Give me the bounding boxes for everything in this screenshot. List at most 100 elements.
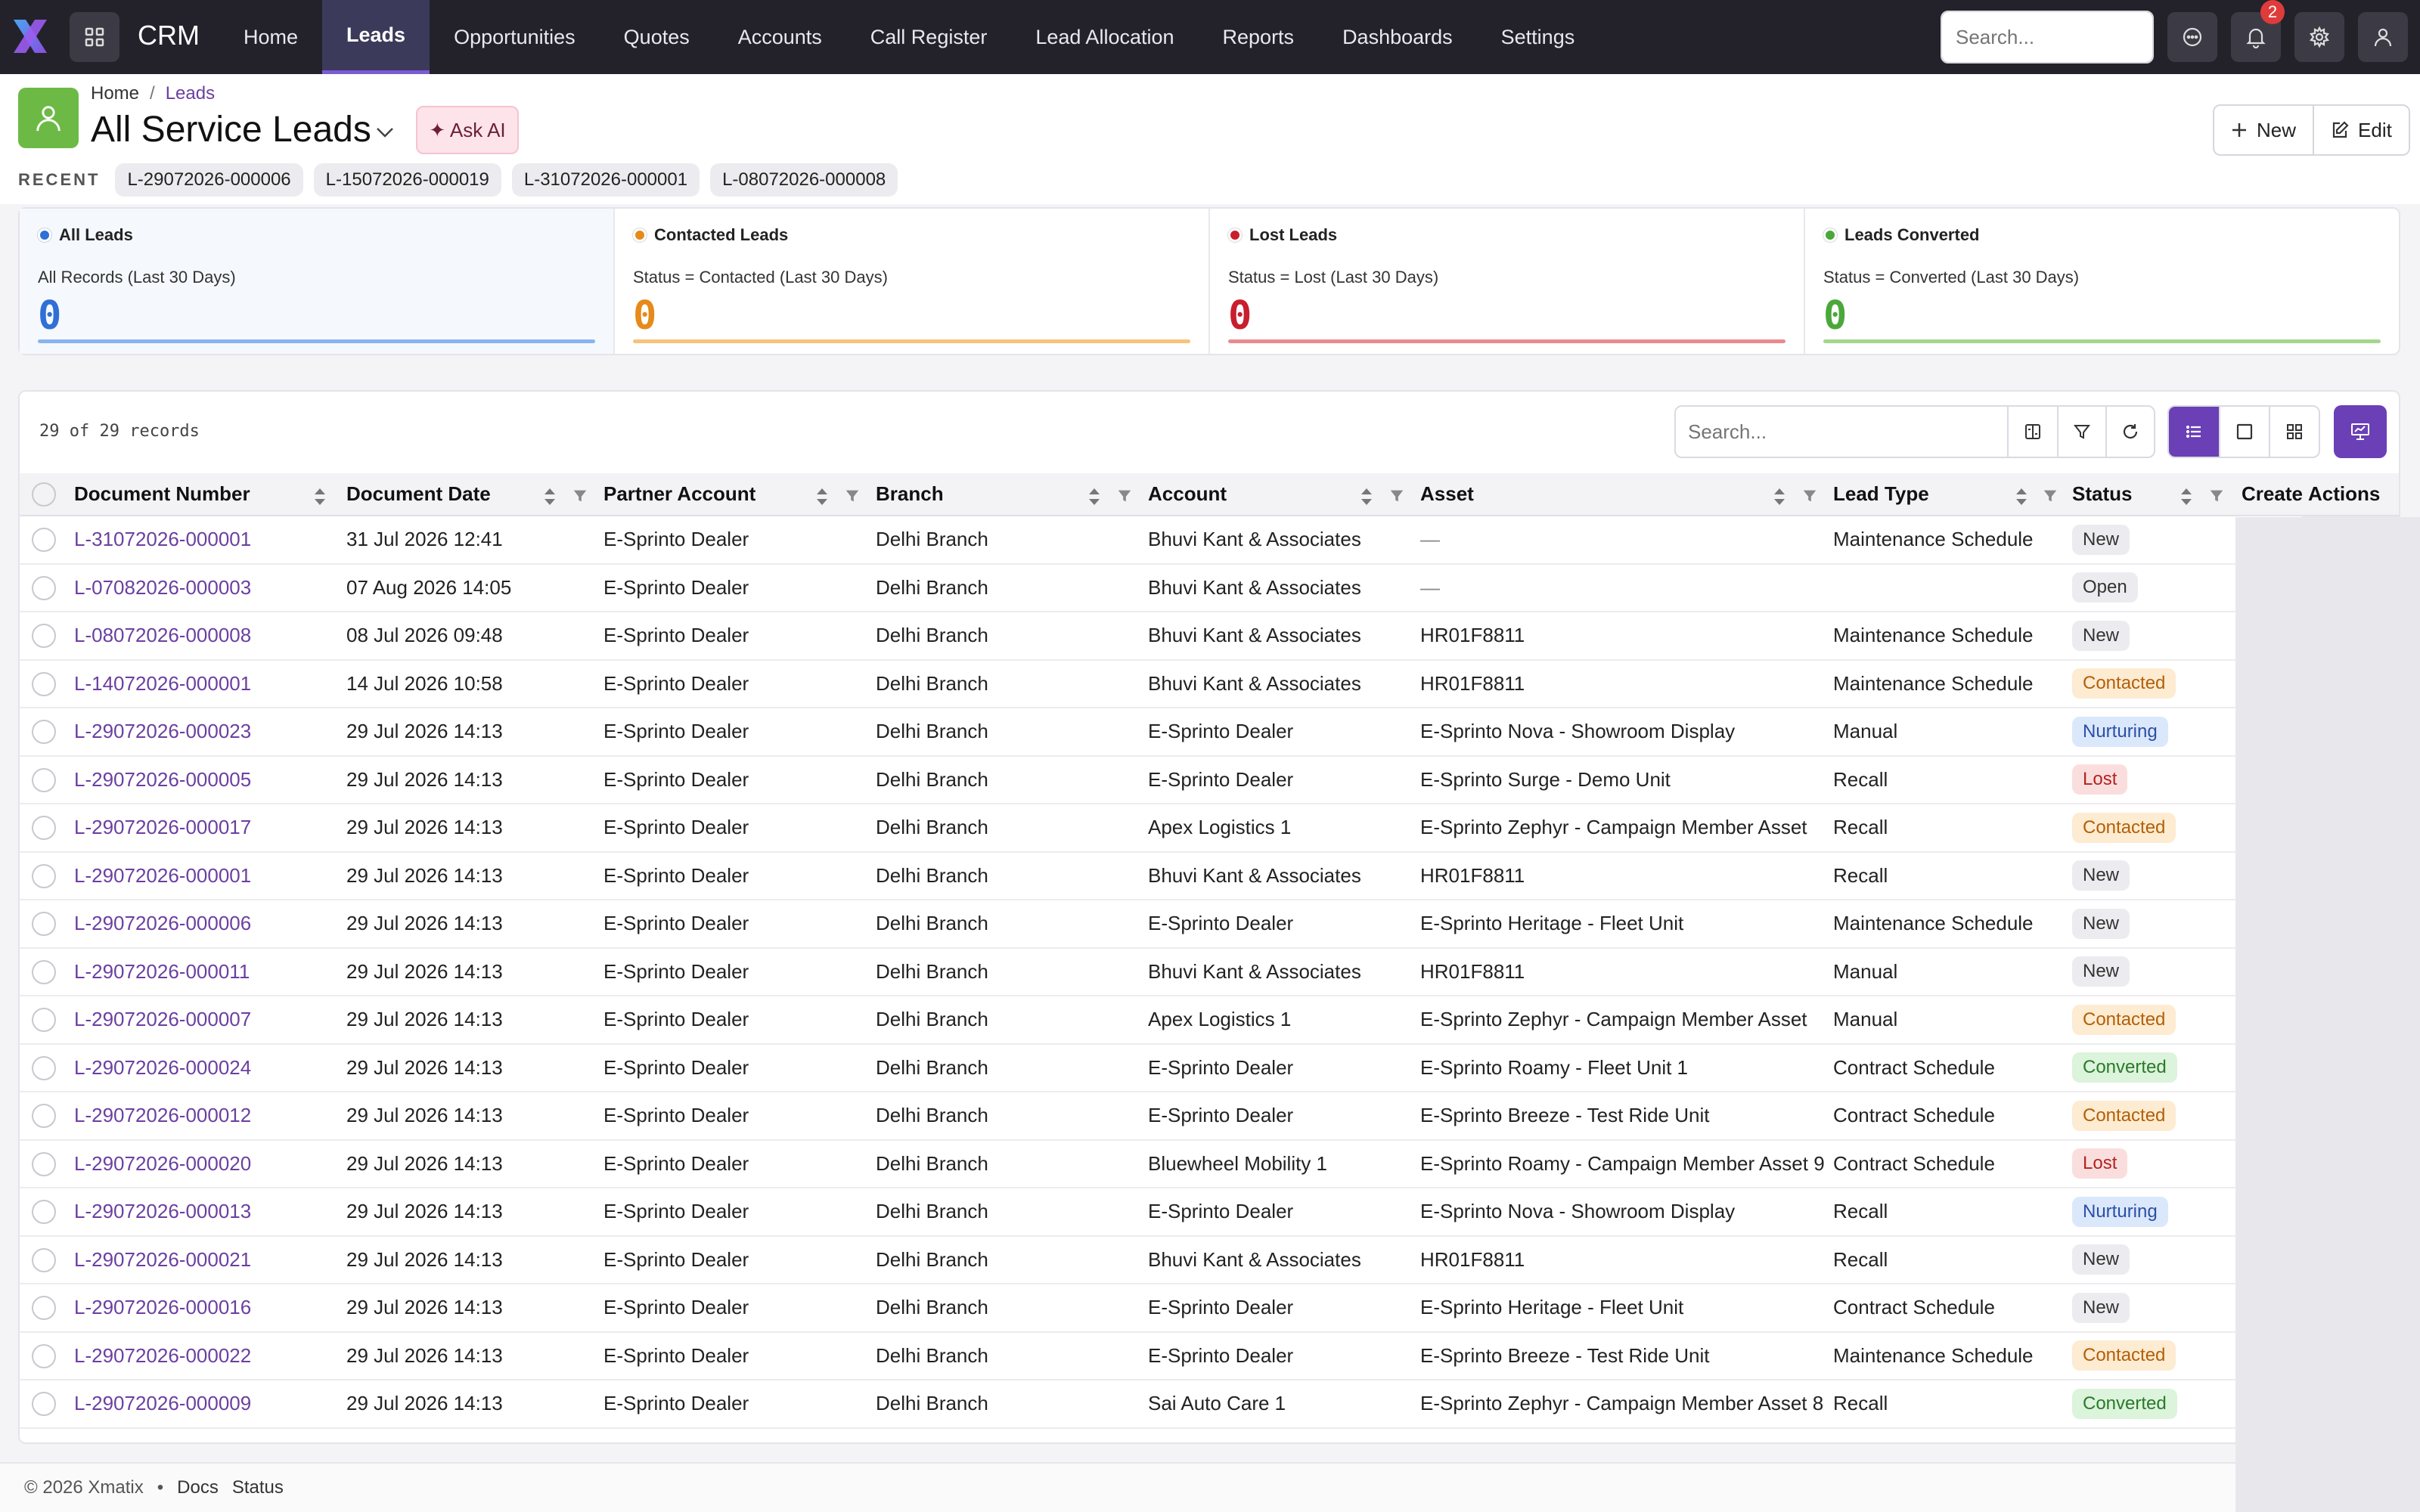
user-menu-button[interactable]: [2358, 12, 2408, 62]
row-checkbox[interactable]: [32, 1055, 56, 1080]
row-checkbox[interactable]: [32, 720, 56, 745]
sort-icon[interactable]: [1773, 487, 1786, 507]
refresh-button[interactable]: [2105, 407, 2154, 457]
row-checkbox[interactable]: [32, 1392, 56, 1417]
filter-icon[interactable]: [844, 488, 861, 504]
row-checkbox[interactable]: [32, 912, 56, 937]
card-lost-leads[interactable]: Lost Leads Status = Lost (Last 30 Days) …: [1210, 209, 1805, 354]
table-search-input[interactable]: [1674, 405, 2009, 458]
col-document-date[interactable]: Document Date: [340, 473, 597, 516]
breadcrumb-home[interactable]: Home: [91, 83, 140, 104]
document-number-link[interactable]: L-29072026-000016: [68, 1284, 340, 1333]
row-checkbox[interactable]: [32, 959, 56, 984]
card-view-button[interactable]: [2219, 407, 2269, 457]
col-branch[interactable]: Branch: [870, 473, 1142, 516]
table-row[interactable]: L-29072026-000006 29 Jul 2026 14:13 E-Spri…: [20, 900, 2399, 949]
document-number-link[interactable]: L-29072026-000023: [68, 708, 340, 757]
row-checkbox[interactable]: [32, 671, 56, 696]
sort-icon[interactable]: [2180, 487, 2193, 507]
brand-name[interactable]: CRM: [138, 20, 200, 51]
table-row[interactable]: L-29072026-000001 29 Jul 2026 14:13 E-Spri…: [20, 851, 2399, 900]
filter-icon[interactable]: [1801, 488, 1818, 504]
recent-chip[interactable]: L-08072026-000008: [710, 163, 898, 197]
document-number-link[interactable]: L-29072026-000021: [68, 1235, 340, 1284]
document-number-link[interactable]: L-08072026-000008: [68, 612, 340, 661]
select-all-checkbox[interactable]: [32, 482, 56, 507]
document-number-link[interactable]: L-29072026-000013: [68, 1188, 340, 1237]
docs-link[interactable]: Docs: [177, 1477, 219, 1498]
sort-icon[interactable]: [1360, 487, 1373, 507]
table-row[interactable]: L-29072026-000022 29 Jul 2026 14:13 E-Spri…: [20, 1331, 2399, 1380]
list-view-button[interactable]: [2169, 407, 2219, 457]
filter-icon[interactable]: [1388, 488, 1405, 504]
table-row[interactable]: L-29072026-000005 29 Jul 2026 14:13 E-Spri…: [20, 755, 2399, 804]
table-row[interactable]: L-29072026-000024 29 Jul 2026 14:13 E-Spri…: [20, 1043, 2399, 1092]
chat-button[interactable]: [2167, 12, 2217, 62]
document-number-link[interactable]: L-29072026-000020: [68, 1139, 340, 1188]
row-checkbox[interactable]: [32, 528, 56, 553]
col-created[interactable]: Create: [2235, 473, 2302, 516]
status-link[interactable]: Status: [231, 1477, 284, 1498]
sort-icon[interactable]: [543, 487, 557, 507]
nav-call-register[interactable]: Call Register: [870, 25, 988, 48]
document-number-link[interactable]: L-29072026-000006: [68, 900, 340, 949]
filter-icon[interactable]: [2042, 488, 2059, 504]
nav-dashboards[interactable]: Dashboards: [1342, 25, 1453, 48]
table-row[interactable]: L-29072026-000021 29 Jul 2026 14:13 E-Spri…: [20, 1235, 2399, 1284]
document-number-link[interactable]: L-29072026-000007: [68, 996, 340, 1045]
edit-button[interactable]: Edit: [2313, 106, 2409, 154]
columns-button[interactable]: [2009, 407, 2057, 457]
col-document-number[interactable]: Document Number: [68, 473, 340, 516]
card-contacted-leads[interactable]: Contacted Leads Status = Contacted (Last…: [615, 209, 1210, 354]
document-number-link[interactable]: L-29072026-000005: [68, 755, 340, 804]
row-checkbox[interactable]: [32, 575, 56, 600]
nav-lead-allocation[interactable]: Lead Allocation: [1035, 25, 1174, 48]
row-checkbox[interactable]: [32, 1247, 56, 1272]
nav-leads[interactable]: Leads: [322, 0, 430, 74]
table-row[interactable]: L-29072026-000017 29 Jul 2026 14:13 E-Spri…: [20, 804, 2399, 853]
grid-view-button[interactable]: [2269, 407, 2319, 457]
table-row[interactable]: L-29072026-000009 29 Jul 2026 14:13 E-Spri…: [20, 1380, 2399, 1429]
table-row[interactable]: L-14072026-000001 14 Jul 2026 10:58 E-Spri…: [20, 659, 2399, 708]
settings-button[interactable]: [2294, 12, 2344, 62]
filter-icon[interactable]: [2208, 488, 2225, 504]
sort-icon[interactable]: [1087, 487, 1101, 507]
sort-icon[interactable]: [313, 487, 327, 507]
presentation-button[interactable]: [2334, 405, 2387, 458]
col-asset[interactable]: Asset: [1414, 473, 1827, 516]
row-checkbox[interactable]: [32, 1296, 56, 1321]
table-row[interactable]: L-31072026-000001 31 Jul 2026 12:41 E-Spri…: [20, 516, 2399, 565]
table-row[interactable]: L-07082026-000003 07 Aug 2026 14:05 E-Spri…: [20, 563, 2399, 612]
table-row[interactable]: L-08072026-000008 08 Jul 2026 09:48 E-Spri…: [20, 612, 2399, 661]
filter-icon[interactable]: [572, 488, 588, 504]
nav-quotes[interactable]: Quotes: [623, 25, 690, 48]
document-number-link[interactable]: L-31072026-000001: [68, 516, 340, 565]
row-checkbox[interactable]: [32, 1200, 56, 1225]
document-number-link[interactable]: L-29072026-000022: [68, 1331, 340, 1380]
document-number-link[interactable]: L-29072026-000024: [68, 1043, 340, 1092]
document-number-link[interactable]: L-07082026-000003: [68, 563, 340, 612]
ask-ai-button[interactable]: ✦ Ask AI: [416, 106, 519, 154]
col-partner-account[interactable]: Partner Account: [597, 473, 870, 516]
recent-chip[interactable]: L-29072026-000006: [115, 163, 303, 197]
table-row[interactable]: L-29072026-000020 29 Jul 2026 14:13 E-Spri…: [20, 1139, 2399, 1188]
card-leads-converted[interactable]: Leads Converted Status = Converted (Last…: [1805, 209, 2399, 354]
table-row[interactable]: L-29072026-000011 29 Jul 2026 14:13 E-Spri…: [20, 947, 2399, 996]
card-all-leads[interactable]: All Leads All Records (Last 30 Days) 0: [20, 209, 615, 354]
view-switcher-chevron-down-icon[interactable]: [374, 121, 396, 144]
breadcrumb-leads[interactable]: Leads: [165, 83, 216, 104]
nav-reports[interactable]: Reports: [1222, 25, 1295, 48]
col-lead-type[interactable]: Lead Type: [1827, 473, 2066, 516]
global-search-input[interactable]: [1942, 12, 2152, 62]
table-row[interactable]: L-29072026-000013 29 Jul 2026 14:13 E-Spri…: [20, 1188, 2399, 1237]
col-status[interactable]: Status: [2066, 473, 2235, 516]
row-checkbox[interactable]: [32, 863, 56, 888]
app-launcher-button[interactable]: [70, 12, 119, 62]
col-account[interactable]: Account: [1142, 473, 1414, 516]
xmatix-logo-icon[interactable]: [11, 17, 50, 56]
row-checkbox[interactable]: [32, 1343, 56, 1368]
row-checkbox[interactable]: [32, 1008, 56, 1033]
new-button[interactable]: New: [2214, 106, 2313, 154]
recent-chip[interactable]: L-15072026-000019: [313, 163, 501, 197]
document-number-link[interactable]: L-29072026-000017: [68, 804, 340, 853]
